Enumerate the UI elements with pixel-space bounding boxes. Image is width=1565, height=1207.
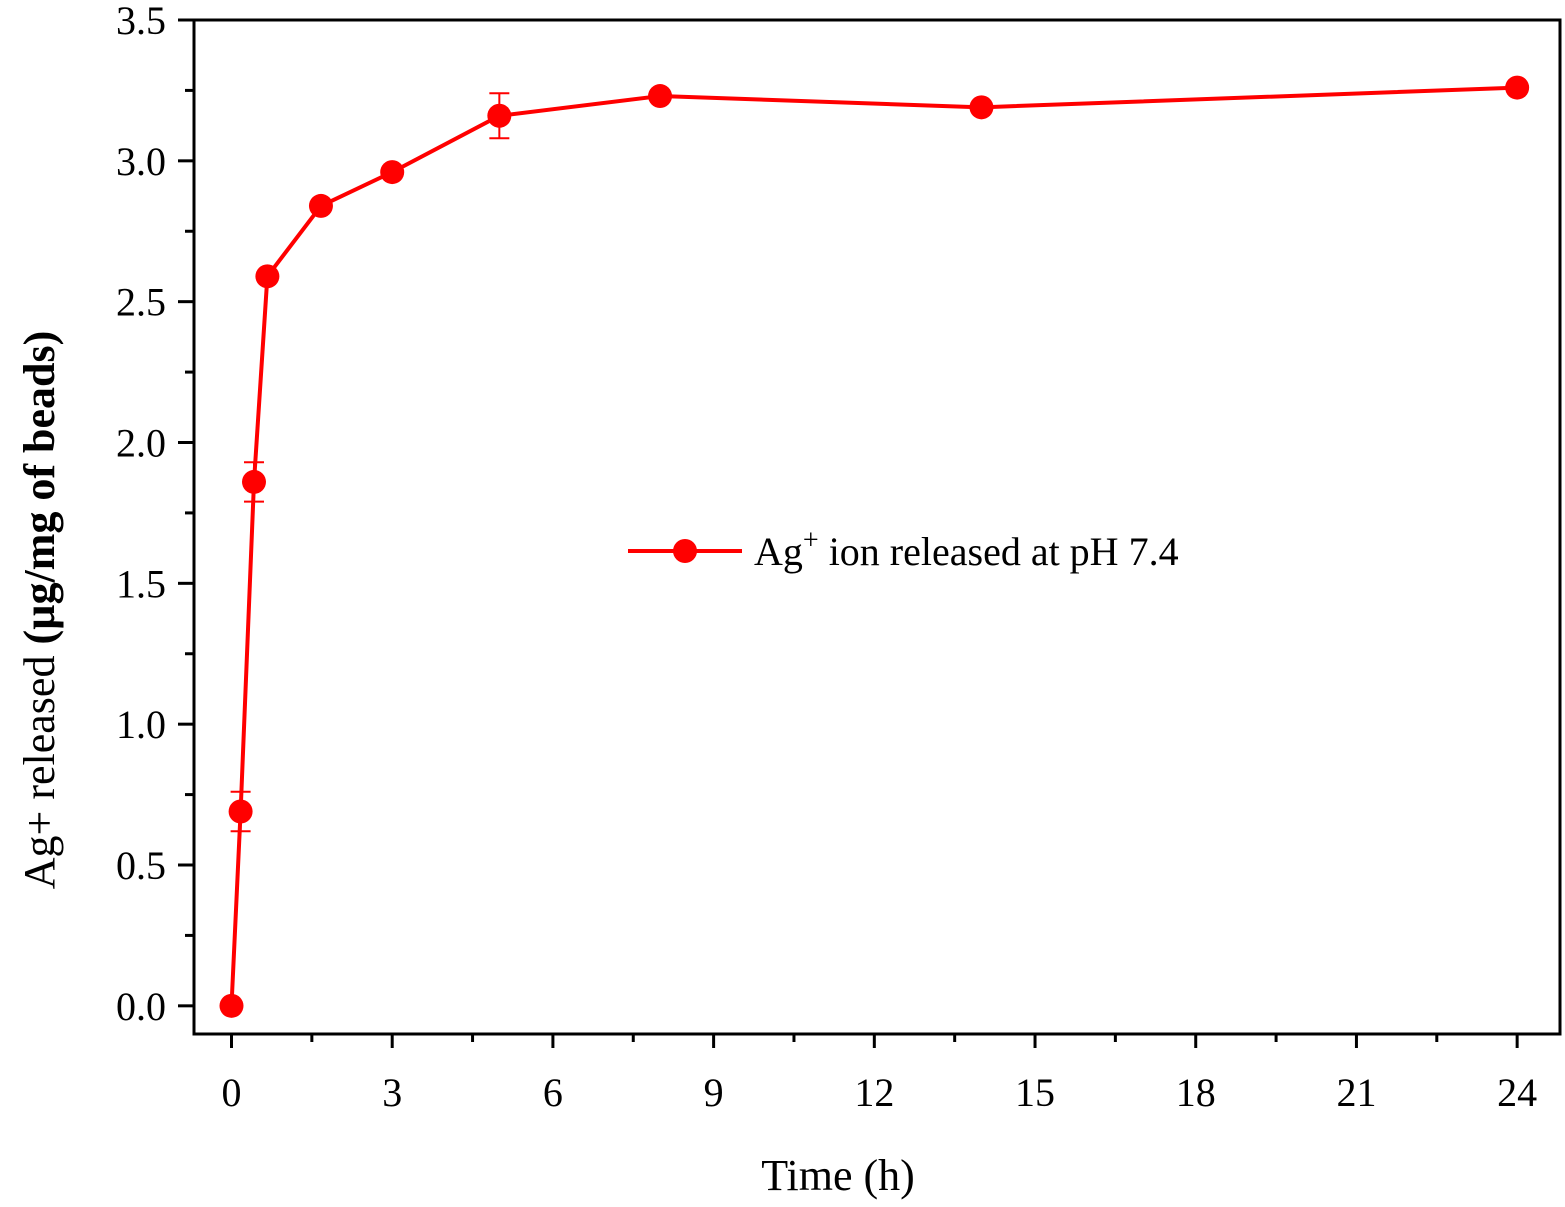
legend-label-rest: ion released at pH 7.4: [819, 529, 1179, 574]
x-tick-label: 21: [1336, 1070, 1376, 1115]
data-point: [648, 84, 673, 109]
x-tick-label: 3: [382, 1070, 402, 1115]
data-point: [487, 103, 512, 128]
series-layer: [219, 75, 1530, 1018]
y-tick-label: 1.5: [116, 561, 166, 606]
y-tick-label: 3.0: [116, 139, 166, 184]
plot-frame: [192, 18, 1562, 1036]
x-tick-label: 24: [1497, 1070, 1537, 1115]
y-tick-label: 3.5: [116, 0, 166, 43]
data-point: [219, 993, 244, 1018]
x-tick-label: 6: [543, 1070, 563, 1115]
x-axis-title: Time (h): [761, 1151, 915, 1200]
data-point: [969, 95, 994, 120]
legend: Ag+ ion released at pH 7.4: [628, 525, 1179, 574]
data-point: [1505, 75, 1530, 100]
y-tick-label: 0.5: [116, 843, 166, 888]
data-point: [228, 799, 253, 824]
y-axis-title: Ag+ released (µg/mg of beads): [15, 331, 64, 890]
y-tick-label: 1.0: [116, 702, 166, 747]
y-axis-title-main: Ag+ released: [15, 645, 64, 890]
x-tick-label: 9: [704, 1070, 724, 1115]
x-tick-label: 18: [1176, 1070, 1216, 1115]
data-point: [380, 160, 405, 185]
x-tick-label: 15: [1015, 1070, 1055, 1115]
legend-label-base: Ag: [754, 529, 803, 574]
y-axis-title-unit: (µg/mg of beads): [15, 331, 64, 645]
legend-label: Ag+ ion released at pH 7.4: [754, 525, 1179, 574]
x-tick-label: 12: [854, 1070, 894, 1115]
data-point: [241, 469, 266, 494]
y-tick-label: 0.0: [116, 984, 166, 1029]
legend-label-sup: +: [803, 525, 819, 556]
legend-marker: [673, 539, 697, 563]
y-tick-label: 2.0: [116, 421, 166, 466]
x-axis: 0 3 6 9 12 15 18 21 24: [221, 1034, 1537, 1115]
y-tick-label: 2.5: [116, 280, 166, 325]
series-line: [229, 85, 1518, 1006]
y-axis: 0.0 0.5 1.0 1.5 2.0 2.5 3.0 3.5: [116, 0, 194, 1029]
data-point: [308, 193, 333, 218]
data-point: [255, 264, 280, 289]
x-tick-label: 0: [221, 1070, 241, 1115]
